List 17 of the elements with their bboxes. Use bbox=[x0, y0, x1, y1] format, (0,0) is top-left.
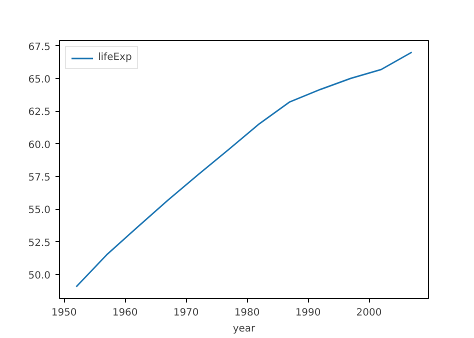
line-series bbox=[76, 52, 412, 288]
y-tick-label: 50.0 bbox=[28, 270, 50, 282]
y-tick-label: 60.0 bbox=[28, 140, 50, 151]
y-tick-label: 57.5 bbox=[28, 172, 50, 184]
y-tick-label: 67.5 bbox=[28, 42, 50, 53]
x-tick-label: 1970 bbox=[173, 308, 199, 318]
legend-label: lifeExp bbox=[98, 52, 132, 63]
y-tick-label: 55.0 bbox=[28, 205, 50, 216]
x-tick-label: 1990 bbox=[295, 308, 321, 318]
y-tick-label: 52.5 bbox=[28, 238, 50, 249]
x-tick-label: 1980 bbox=[234, 308, 260, 318]
x-tick-label: 1960 bbox=[112, 308, 138, 318]
y-tick-label: 62.5 bbox=[28, 107, 50, 118]
x-tick-label: 2000 bbox=[356, 308, 382, 318]
y-tick-label: 65.0 bbox=[28, 74, 50, 86]
x-axis-title: year bbox=[232, 324, 256, 334]
x-tick-label: 1950 bbox=[51, 308, 77, 318]
